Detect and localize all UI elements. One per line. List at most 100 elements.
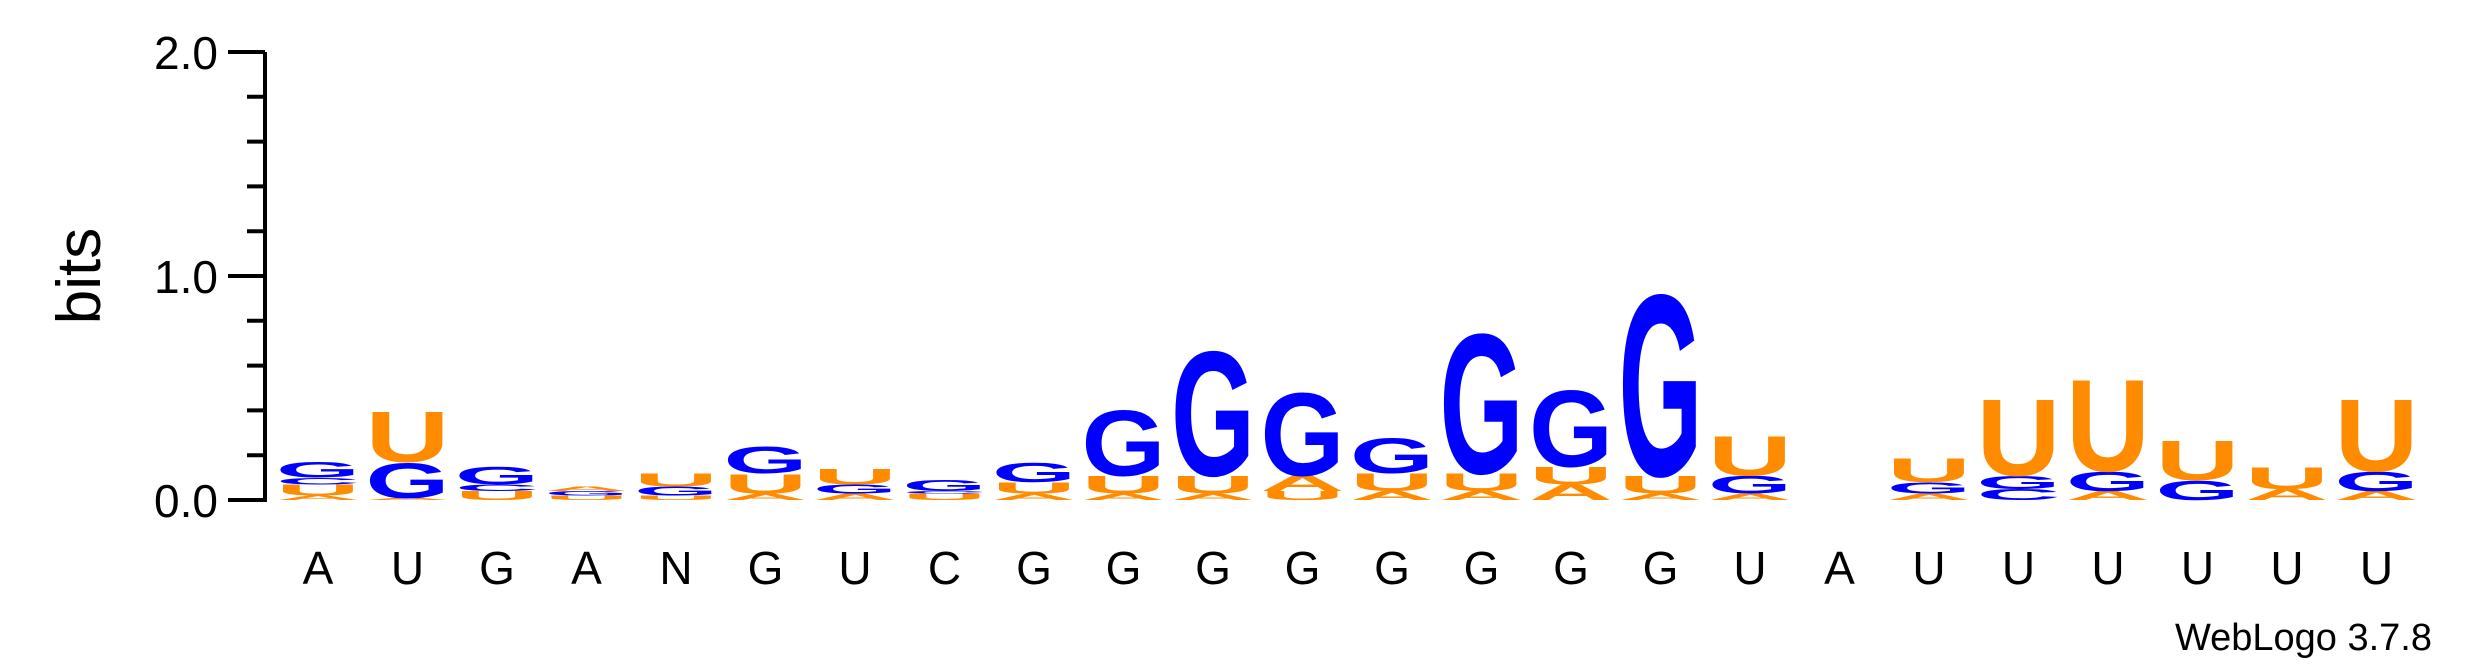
position-label: A [1824,542,1855,594]
position-label: G [479,542,515,594]
logo-letter-g: G [1977,472,2061,493]
logo-letter-a: A [1350,489,1434,503]
logo-letter-u: U [1619,471,1703,499]
logo-letter-a: A [2335,489,2419,503]
logo-letter-g: G [634,484,718,498]
position-label: U [1912,542,1945,594]
position-label: U [2360,542,2393,594]
position-label: G [1285,542,1321,594]
logo-letter-g: G [813,482,897,496]
position-label: G [1016,542,1052,594]
logo-letter-c: C [902,491,986,494]
logo-letter-u: U [1261,489,1345,503]
position-label: U [391,542,424,594]
logo-letter-a: A [365,497,449,500]
logo-letter-g: G [366,453,450,509]
position-label: U [2002,542,2035,594]
position-label: N [659,542,692,594]
logo-letter-u: U [1440,468,1524,496]
logo-letter-a: A [1261,471,1345,496]
logo-letter-a: A [544,485,628,492]
logo-letter-u: U [1350,468,1434,496]
logo-letter-u: U [2245,461,2329,496]
logo-letter-a: A [2245,486,2329,504]
logo-letter-a: A [1529,480,1613,505]
position-label: C [928,542,961,594]
logo-letter-a: A [1440,489,1524,503]
logo-letter-g: G [455,462,539,490]
logo-letter-u: U [902,492,986,502]
logo-letter-g: G [545,490,629,497]
logo-letter-u: U [634,470,718,491]
logo-letter-g: G [1350,428,1434,484]
position-label: G [1553,542,1589,594]
position-label: U [2181,542,2214,594]
position-label: G [1464,542,1500,594]
logo-letter-u: U [1171,471,1255,499]
logo-letter-g: G [1440,293,1524,517]
logo-letter-g: G [1529,369,1613,491]
logo-letter-a: A [276,494,360,501]
position-label: G [748,542,784,594]
y-axis-label: bits [45,228,114,324]
logo-letter-g: G [1261,369,1345,502]
position-label: U [1733,542,1766,594]
logo-letter-u: U [1708,425,1792,488]
logo-letter-u: U [366,397,450,477]
position-label: G [1374,542,1410,594]
logo-letter-u: U [992,479,1076,497]
y-tick-label: 1.0 [154,251,218,303]
logo-letter-g: G [2066,466,2150,497]
logo-letter-g: G [1708,471,1792,499]
y-axis: 0.0 1.0 2.0 bits [45,27,267,527]
logo-letter-u: U [544,494,628,501]
logo-letter-g: G [1619,242,1703,532]
logo-letter-g: G [276,458,360,483]
position-label: G [1643,542,1679,594]
logo-letter-u: U [1529,462,1613,490]
position-label: A [571,542,602,594]
logo-letter-u: U [2066,353,2150,499]
position-label: U [2270,542,2303,594]
logo-letter-u: U [1887,451,1971,490]
logo-letter-g: G [724,440,808,482]
logo-letter-u: U [2156,429,2240,492]
position-label: G [1195,542,1231,594]
position-label: G [1106,542,1142,594]
logo-letter-a: A [1618,492,1702,502]
logo-letter-a: A [723,492,807,502]
logo-letter-c: C [276,476,360,486]
logo-letter-u: U [724,468,808,500]
logo-letter-u: U [455,489,539,503]
position-label: A [303,542,334,594]
position-label: U [838,542,871,594]
logo-letter-a: A [1081,492,1165,502]
logo-letter-u: U [634,494,718,501]
logo-letter-a: A [992,492,1076,502]
logo-letter-a: A [2066,489,2150,503]
logo-letter-a: A [813,492,897,502]
logo-letter-a: A [1708,492,1792,502]
logo-letter-g: G [1887,479,1971,496]
y-tick-label: 0.0 [154,475,218,527]
weblogo-brand: WebLogo 3.7.8 [2175,617,2432,659]
logo-letter-g: G [2335,466,2419,497]
logo-letter-a: A [1171,492,1255,502]
logo-letter-u: U [813,464,897,489]
logo-letter-u: U [1977,376,2061,498]
logo-letter-u: U [276,481,360,499]
logo-letter-u: U [1082,471,1166,499]
position-label: U [2091,542,2124,594]
logo-letter-g: G [1171,316,1255,514]
logo-letter-c: C [1977,486,2061,504]
logo-letter-a: A [1887,492,1971,502]
logo-letter-g: G [903,477,987,494]
logo-letter-g: G [2156,475,2240,506]
logo-letter-u: U [2335,378,2419,493]
y-tick-label: 2.0 [154,27,218,79]
logo-letter-c: C [455,483,539,493]
logo-letter-g: G [992,457,1076,488]
